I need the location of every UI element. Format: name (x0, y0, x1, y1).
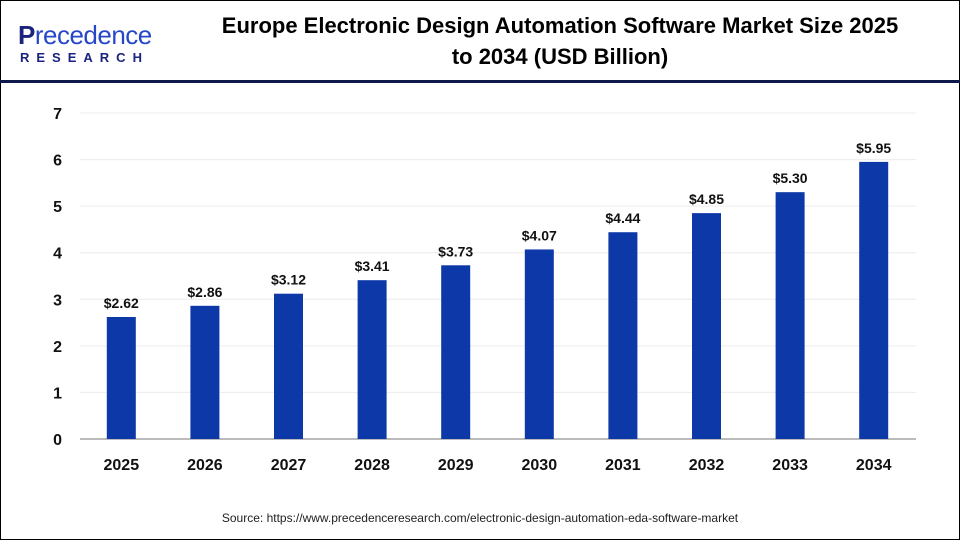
data-label-2028: $3.41 (355, 258, 390, 274)
x-tick-label: 2025 (104, 457, 140, 474)
data-label-2031: $4.44 (605, 210, 640, 226)
y-tick-label: 7 (53, 106, 62, 123)
data-label-2029: $3.73 (438, 243, 473, 259)
precedence-research-logo: Precedence RESEARCH (18, 20, 152, 65)
x-tick-label: 2027 (271, 457, 307, 474)
bar-2031 (608, 232, 638, 439)
bar-2026 (190, 305, 220, 439)
data-label-2026: $2.86 (187, 284, 222, 300)
x-tick-label: 2029 (438, 457, 474, 474)
title-line-2: to 2034 (USD Billion) (451, 44, 669, 69)
bar-2029 (441, 265, 471, 439)
y-tick-label: 2 (53, 339, 62, 356)
bar-2032 (692, 213, 721, 439)
x-tick-label: 2030 (522, 457, 558, 474)
data-label-2030: $4.07 (522, 227, 557, 243)
x-tick-label: 2034 (856, 457, 892, 474)
title-line-1: Europe Electronic Design Automation Soft… (221, 13, 899, 38)
data-label-2034: $5.95 (856, 140, 891, 156)
bar-2030 (524, 249, 554, 439)
bar-2034 (859, 161, 889, 439)
x-tick-label: 2033 (772, 457, 808, 474)
chart-title: Europe Electronic Design Automation Soft… (170, 10, 950, 72)
bar-2028 (357, 280, 387, 439)
source-note: Source: https://www.precedenceresearch.c… (221, 511, 739, 525)
y-tick-label: 1 (53, 385, 62, 402)
data-label-2033: $5.30 (773, 170, 808, 186)
y-tick-label: 3 (53, 292, 62, 309)
data-label-2027: $3.12 (271, 272, 306, 288)
x-tick-label: 2031 (605, 457, 641, 474)
y-tick-label: 0 (53, 432, 62, 449)
x-tick-label: 2028 (354, 457, 390, 474)
y-tick-label: 5 (53, 199, 62, 216)
y-tick-label: 6 (53, 153, 62, 170)
x-tick-label: 2026 (187, 457, 223, 474)
x-tick-label: 2032 (689, 457, 725, 474)
bar-2033 (775, 192, 805, 439)
bar-2027 (274, 293, 303, 439)
data-label-2032: $4.85 (689, 191, 724, 207)
data-label-2025: $2.62 (104, 295, 139, 311)
header: Precedence RESEARCH Europe Electronic De… (0, 0, 960, 83)
bar-2025 (106, 316, 136, 439)
y-tick-label: 4 (53, 246, 62, 263)
